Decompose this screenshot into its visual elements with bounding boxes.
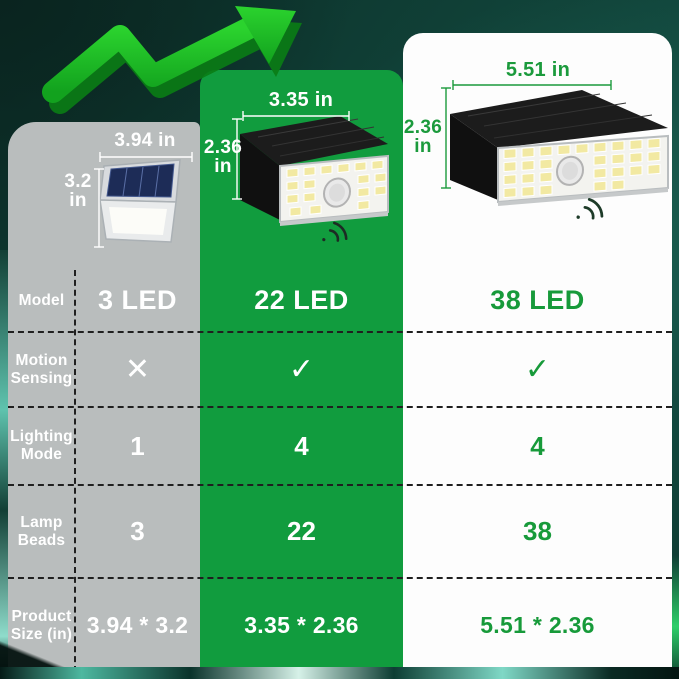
row-label-lamp-beads: Lamp Beads xyxy=(17,513,66,549)
motion-waves-icon xyxy=(576,198,604,220)
dim-height-line-38led xyxy=(441,87,451,189)
dim-width-line-22led xyxy=(242,111,350,121)
background-streak-left xyxy=(0,250,8,670)
dim-width-3led: 3.94 in xyxy=(114,130,176,151)
table-row-motion-sensing: Motion Sensing ✕ ✓ ✓ xyxy=(8,331,672,406)
table-row-product-size: Product Size (in) 3.94 * 3.2 3.35 * 2.36… xyxy=(8,577,672,672)
row-label-motion-sensing: Motion Sensing xyxy=(10,351,73,387)
table-row-model: Model 3 LED 22 LED 38 LED xyxy=(8,270,672,331)
product-image-38led xyxy=(450,90,669,206)
background-gloss-band xyxy=(0,667,679,679)
cross-icon: ✕ xyxy=(124,353,151,386)
product-size-22led: 3.35 * 2.36 xyxy=(244,612,359,638)
model-22led: 22 LED xyxy=(254,285,349,315)
dim-height-3led: 3.2 in xyxy=(64,171,92,212)
product-image-3led xyxy=(99,159,181,243)
motion-waves-icon xyxy=(322,221,348,242)
table-row-lighting-mode: Lighting Mode 1 4 4 xyxy=(8,406,672,484)
comparison-table: Model 3 LED 22 LED 38 LED Motion Sensing… xyxy=(8,270,672,672)
dim-height-line-22led xyxy=(232,118,242,200)
product-size-38led: 5.51 * 2.36 xyxy=(480,612,595,638)
dim-width-line-3led xyxy=(99,152,193,162)
table-row-lamp-beads: Lamp Beads 3 22 38 xyxy=(8,484,672,577)
check-icon: ✓ xyxy=(524,353,551,386)
dim-height-22led: 2.36 in xyxy=(203,137,243,178)
check-icon: ✓ xyxy=(288,353,315,386)
lamp-beads-22led: 22 xyxy=(287,516,316,546)
background-streak-right xyxy=(672,555,679,679)
trend-up-arrow-icon xyxy=(42,6,302,114)
dim-height-line-3led xyxy=(94,168,104,248)
dim-height-38led: 2.36 in xyxy=(403,117,443,158)
lamp-beads-38led: 38 xyxy=(523,516,552,546)
row-label-lighting-mode: Lighting Mode xyxy=(10,428,73,463)
lighting-mode-38led: 4 xyxy=(530,430,545,461)
model-3led: 3 LED xyxy=(97,285,178,315)
lighting-mode-3led: 1 xyxy=(130,430,145,461)
row-label-model: Model xyxy=(18,291,65,309)
dim-width-22led: 3.35 in xyxy=(268,89,334,111)
product-image-22led xyxy=(240,116,389,226)
table-vertical-divider xyxy=(74,270,76,672)
product-size-3led: 3.94 * 3.2 xyxy=(86,612,189,638)
model-38led: 38 LED xyxy=(490,285,585,315)
dim-width-line-38led xyxy=(452,80,612,90)
lighting-mode-22led: 4 xyxy=(294,430,309,461)
dim-width-38led: 5.51 in xyxy=(505,59,571,81)
lamp-beads-3led: 3 xyxy=(130,516,145,546)
